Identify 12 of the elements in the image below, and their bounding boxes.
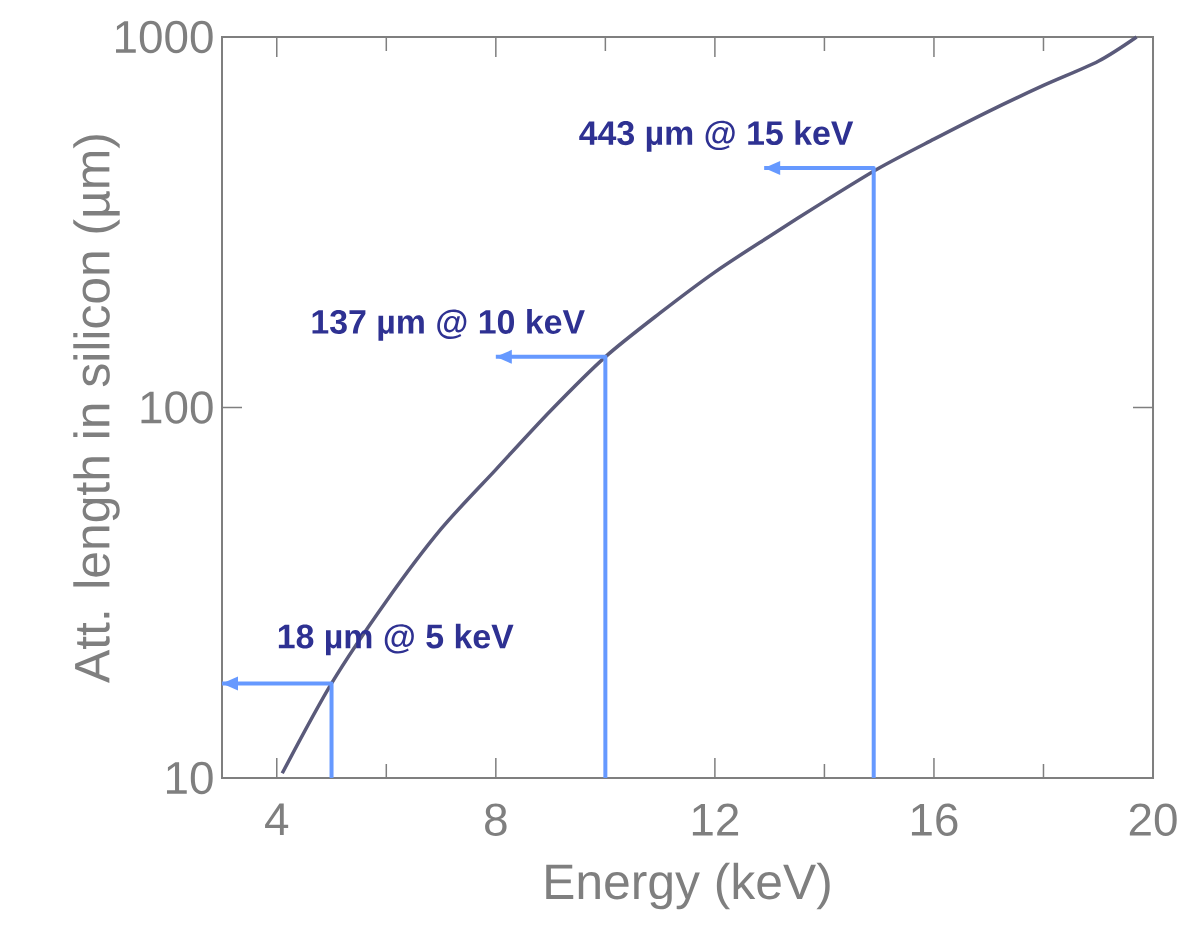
y-tick-label: 10 [166, 761, 213, 795]
x-axis-title: Energy (keV) [546, 862, 830, 910]
x-tick-label: 8 [485, 803, 507, 836]
x-tick-label: 12 [692, 803, 739, 836]
annotation: 443 µm @ 15 keV [579, 120, 854, 152]
y-axis-title: Att. length in silicon (µm) [73, 135, 120, 683]
x-tick-label: 16 [911, 803, 958, 836]
y-tick-label: 100 [141, 391, 213, 424]
x-tick-label: 4 [265, 803, 289, 836]
x-tick-label: 20 [1129, 803, 1177, 836]
y-tick-label: 1000 [116, 20, 213, 54]
annotation: 137 µm @ 10 keV [312, 309, 585, 341]
